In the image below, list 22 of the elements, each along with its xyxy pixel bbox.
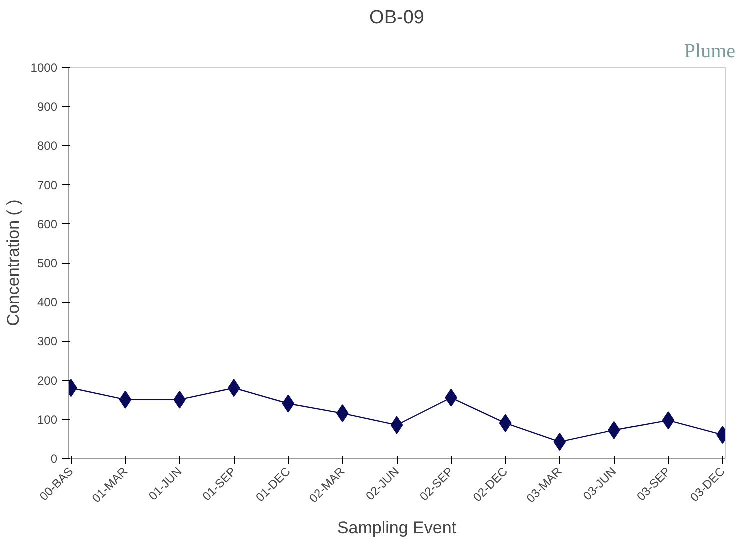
- point: [119, 390, 132, 409]
- point: [499, 414, 512, 432]
- point: [662, 412, 675, 430]
- y-tick-label: 300: [37, 334, 58, 349]
- y-tick-label: 800: [37, 139, 58, 154]
- y-tick-label: 1000: [30, 61, 58, 75]
- y-axis-title: Concentration ( ): [4, 200, 23, 326]
- text: Plume: [684, 40, 736, 62]
- y-tick-label: 400: [37, 296, 58, 310]
- y-tick-label: 200: [37, 374, 58, 388]
- point: [228, 379, 240, 398]
- y-tick-label: 100: [37, 412, 58, 427]
- point: [282, 394, 295, 413]
- chart-title: OB-09: [370, 8, 424, 28]
- point: [390, 416, 404, 434]
- x-axis-title: Sampling Event: [337, 518, 457, 538]
- y-tick-label: 500: [37, 256, 58, 270]
- y-tick-label: 700: [37, 178, 58, 192]
- y-tick-label: 600: [37, 217, 58, 232]
- y-tick-label: 900: [37, 100, 58, 114]
- point: [554, 433, 566, 452]
- y-tick-label: 0: [50, 452, 58, 466]
